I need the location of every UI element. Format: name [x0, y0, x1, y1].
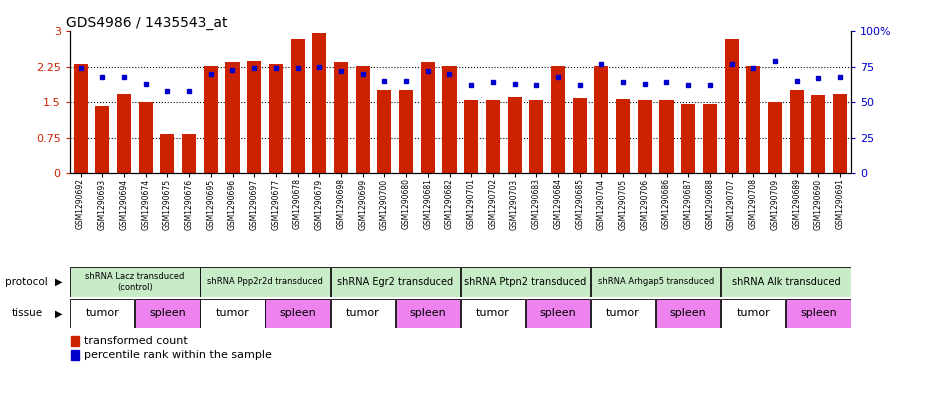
Text: ▶: ▶ — [55, 309, 62, 318]
Bar — [591, 299, 656, 328]
Bar — [290, 39, 305, 173]
Bar — [529, 100, 543, 173]
Bar — [139, 102, 153, 173]
Text: spleen: spleen — [539, 309, 577, 318]
Bar — [200, 267, 330, 297]
Text: protocol: protocol — [5, 277, 47, 287]
Bar — [508, 97, 522, 173]
Text: GDS4986 / 1435543_at: GDS4986 / 1435543_at — [66, 17, 227, 30]
Bar — [573, 98, 587, 173]
Text: ▶: ▶ — [55, 277, 62, 287]
Bar — [200, 299, 265, 328]
Bar — [330, 267, 460, 297]
Bar — [551, 66, 565, 173]
Bar — [656, 299, 721, 328]
Text: shRNA Egr2 transduced: shRNA Egr2 transduced — [338, 277, 453, 287]
Bar — [95, 106, 110, 173]
Text: tumor: tumor — [606, 309, 640, 318]
Text: tumor: tumor — [737, 309, 770, 318]
Text: spleen: spleen — [409, 309, 446, 318]
Bar — [71, 336, 79, 346]
Bar — [399, 90, 413, 173]
Bar — [395, 299, 460, 328]
Bar — [135, 299, 200, 328]
Text: spleen: spleen — [670, 309, 707, 318]
Bar — [204, 66, 218, 173]
Bar — [811, 95, 826, 173]
Bar — [790, 90, 804, 173]
Bar — [746, 66, 761, 173]
Bar — [225, 62, 240, 173]
Bar — [460, 299, 525, 328]
Bar — [330, 299, 395, 328]
Bar — [786, 299, 851, 328]
Text: tissue: tissue — [12, 309, 43, 318]
Bar — [117, 94, 131, 173]
Bar — [721, 267, 851, 297]
Text: percentile rank within the sample: percentile rank within the sample — [84, 350, 272, 360]
Bar — [591, 267, 721, 297]
Bar — [334, 62, 348, 173]
Bar — [460, 267, 591, 297]
Bar — [594, 66, 608, 173]
Text: shRNA Ptpn2 transduced: shRNA Ptpn2 transduced — [464, 277, 587, 287]
Bar — [721, 299, 786, 328]
Bar — [420, 62, 435, 173]
Bar — [833, 94, 847, 173]
Bar — [182, 134, 196, 173]
Bar — [724, 39, 738, 173]
Text: spleen: spleen — [279, 309, 316, 318]
Bar — [312, 33, 326, 173]
Bar — [269, 64, 283, 173]
Text: shRNA Arhgap5 transduced: shRNA Arhgap5 transduced — [597, 277, 714, 286]
Bar — [70, 267, 200, 297]
Bar — [703, 104, 717, 173]
Bar — [768, 102, 782, 173]
Text: tumor: tumor — [216, 309, 249, 318]
Text: tumor: tumor — [346, 309, 379, 318]
Text: shRNA Lacz transduced
(control): shRNA Lacz transduced (control) — [86, 272, 184, 292]
Bar — [681, 104, 696, 173]
Bar — [464, 100, 478, 173]
Bar — [378, 90, 392, 173]
Bar — [485, 100, 500, 173]
Text: transformed count: transformed count — [84, 336, 188, 346]
Text: shRNA Alk transduced: shRNA Alk transduced — [732, 277, 840, 287]
Bar — [638, 100, 652, 173]
Text: spleen: spleen — [149, 309, 186, 318]
Bar — [73, 64, 87, 173]
Bar — [247, 61, 261, 173]
Bar — [525, 299, 591, 328]
Bar — [70, 299, 135, 328]
Bar — [443, 66, 457, 173]
Text: spleen: spleen — [800, 309, 837, 318]
Bar — [616, 99, 631, 173]
Text: tumor: tumor — [86, 309, 119, 318]
Bar — [659, 100, 673, 173]
Bar — [355, 66, 370, 173]
Bar — [71, 350, 79, 360]
Bar — [265, 299, 330, 328]
Bar — [160, 134, 175, 173]
Text: shRNA Ppp2r2d transduced: shRNA Ppp2r2d transduced — [207, 277, 323, 286]
Text: tumor: tumor — [476, 309, 510, 318]
